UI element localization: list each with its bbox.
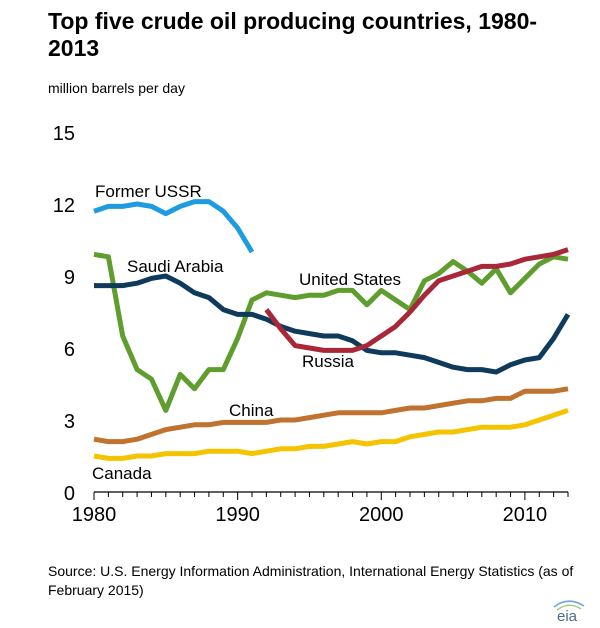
series-label-united-states: United States — [299, 270, 401, 289]
logo-text: eia — [557, 608, 578, 624]
series-labels: Former USSR Saudi Arabia United States Russ… — [92, 182, 401, 483]
series-line-china — [93, 386, 569, 445]
y-tick-label: 3 — [64, 411, 75, 433]
y-tick-label: 12 — [53, 195, 75, 217]
series-label-china: China — [229, 401, 274, 420]
series-label-russia: Russia — [302, 352, 355, 371]
x-tick-label: 1980 — [72, 504, 117, 526]
chart-series — [93, 199, 571, 461]
x-tick-label: 2000 — [359, 504, 404, 526]
logo-swoosh-1 — [553, 600, 585, 608]
y-tick-label: 9 — [64, 267, 75, 289]
logo-swoosh-2 — [556, 604, 582, 611]
series-line-united-states — [93, 251, 569, 413]
x-tick-label: 2010 — [503, 504, 548, 526]
series-line-saudi-arabia — [94, 273, 571, 375]
series-line-former-ussr — [93, 199, 255, 254]
series-line-russia — [264, 247, 569, 353]
y-tick-label: 6 — [64, 339, 75, 361]
y-tick-label: 15 — [53, 123, 75, 145]
series-label-former-ussr: Former USSR — [95, 182, 202, 201]
series-line-canada — [93, 408, 569, 461]
eia-logo: eia — [553, 600, 585, 624]
y-axis-unit-label: million barrels per day — [48, 80, 185, 96]
y-tick-label: 0 — [64, 483, 75, 505]
series-label-saudi-arabia: Saudi Arabia — [127, 257, 224, 276]
chart-axes: 0 3 6 9 12 15 1980 1990 2000 2010 — [53, 123, 569, 526]
chart-title: Top five crude oil producing countries, … — [48, 8, 538, 61]
line-chart: 0 3 6 9 12 15 1980 1990 2000 2010 Former USSR Saud… — [53, 123, 571, 526]
x-tick-label: 1990 — [215, 504, 260, 526]
source-note: Source: U.S. Energy Information Administ… — [48, 563, 574, 598]
series-label-canada: Canada — [92, 464, 152, 483]
